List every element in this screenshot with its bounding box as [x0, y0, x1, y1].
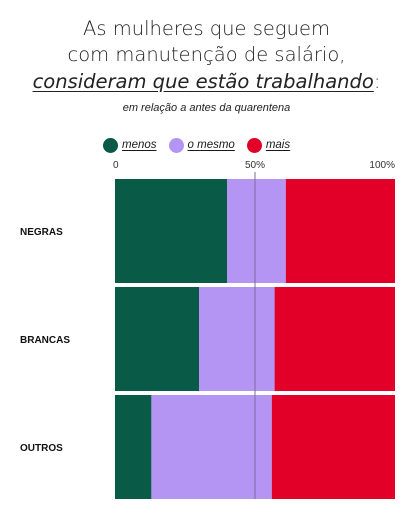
bar-segment-negras-menos: [115, 179, 227, 283]
x-tick-label: 0: [113, 160, 119, 171]
chart-title-emphasis: consideram que estão trabalhando: [32, 70, 374, 93]
bar-segment-brancas-o-mesmo: [199, 287, 275, 391]
legend-item-o-mesmo: o mesmo: [168, 137, 235, 153]
legend-swatch-menos: [103, 137, 118, 153]
legend-item-menos: menos: [103, 137, 157, 153]
bar-segment-outros-o-mesmo: [151, 395, 272, 499]
bar-segment-outros-mais: [271, 395, 395, 499]
chart-title-line-2: com manutenção de salário,: [67, 43, 346, 66]
bar-segment-outros-menos: [115, 395, 152, 499]
bar-segment-negras-o-mesmo: [227, 179, 286, 283]
legend-label-mais: mais: [265, 139, 291, 151]
legend-label-menos: menos: [122, 139, 157, 151]
bar-segment-brancas-mais: [274, 287, 395, 391]
bar-segment-negras-mais: [285, 179, 395, 283]
category-label-brancas: BRANCAS: [20, 335, 70, 346]
chart-legend: menos o mesmo mais: [103, 135, 302, 155]
chart-title-line-3: consideram que estão trabalhando:: [0, 69, 413, 94]
category-label-outros: OUTROS: [20, 443, 63, 454]
x-tick-label: 50%: [245, 160, 265, 171]
legend-label-o-mesmo: o mesmo: [187, 139, 235, 151]
legend-swatch-mais: [246, 137, 262, 153]
bar-segment-brancas-menos: [115, 287, 199, 391]
legend-item-mais: mais: [246, 137, 291, 153]
x-tick-label: 100%: [369, 160, 395, 171]
chart-title-suffix: :: [373, 70, 381, 93]
category-label-negras: NEGRAS: [20, 227, 63, 238]
chart-title-line-1: As mulheres que seguem: [83, 17, 330, 40]
legend-swatch-o-mesmo: [168, 137, 184, 153]
chart-subtitle: em relação a antes da quarentena: [122, 102, 291, 114]
